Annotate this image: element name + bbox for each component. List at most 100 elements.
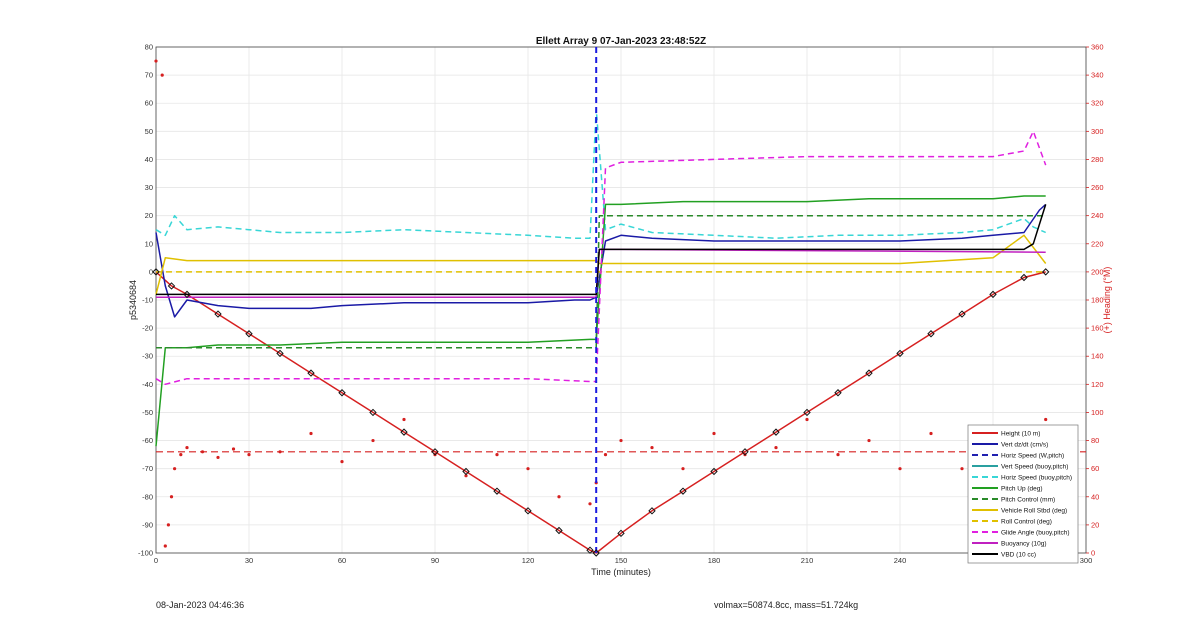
depth-marker (617, 529, 625, 538)
legend-entry-label: VBD (10 cc) (1001, 551, 1036, 558)
heading-point (774, 445, 778, 450)
heading-point (371, 438, 375, 443)
right-y-tick-label: 80 (1091, 436, 1099, 445)
x-tick-label: 0 (154, 556, 158, 565)
right-y-tick-label: 20 (1091, 520, 1099, 529)
depth-marker (834, 389, 842, 397)
heading-point (557, 495, 561, 499)
footer-vol-mass: volmax=50874.8cc, mass=51.724kg (714, 600, 859, 610)
heading-point (179, 453, 183, 457)
right-y-tick-label: 160 (1091, 324, 1104, 333)
series-line-1 (155, 203, 1047, 318)
x-tick-label: 210 (801, 556, 814, 565)
y-tick-label: -100 (138, 549, 153, 558)
heading-point (231, 447, 236, 451)
depth-marker (524, 507, 532, 515)
x-tick-label: 240 (894, 556, 907, 565)
right-y-tick-label: 340 (1091, 71, 1104, 80)
series-line-6 (156, 214, 1046, 349)
depth-marker (369, 408, 377, 417)
y-tick-label: 20 (145, 211, 153, 220)
legend-entry-label: Roll Control (deg) (1001, 518, 1052, 525)
bottom-axis-ticks: 0306090120150180210240270300 (154, 556, 1092, 565)
heading-point (1044, 417, 1048, 422)
legend-entry-label: Vehicle Roll Stbd (deg) (1001, 507, 1067, 514)
depth-marker (927, 330, 935, 338)
series-line-9 (155, 130, 1047, 386)
chart-title: Ellett Array 9 07-Jan-2023 23:48:52Z (536, 36, 706, 47)
heading-point (681, 467, 685, 471)
depth-marker (1020, 273, 1028, 282)
heading-point (836, 453, 840, 457)
y-tick-label: -20 (142, 324, 153, 333)
depth-marker (462, 467, 470, 476)
series-layer (154, 47, 1086, 554)
x-tick-label: 90 (431, 556, 439, 565)
heading-point (200, 450, 205, 454)
y-tick-label: 30 (145, 183, 153, 192)
depth-marker (183, 290, 191, 299)
y-axis-label: p5340684 (128, 280, 138, 320)
right-y-tick-label: 180 (1091, 296, 1104, 305)
y-tick-label: -10 (142, 296, 153, 305)
y-tick-label: -60 (142, 436, 153, 445)
heading-point (898, 467, 902, 471)
x-axis-label: Time (minutes) (591, 567, 651, 577)
depth-marker (803, 408, 811, 417)
series-line-11 (156, 204, 1047, 296)
heading-point (154, 59, 158, 63)
depth-marker (431, 448, 439, 456)
series-line-0 (155, 271, 1046, 554)
y-tick-label: 60 (145, 99, 153, 108)
y-tick-label: -50 (142, 408, 153, 417)
right-y-tick-label: 220 (1091, 239, 1104, 248)
heading-point (712, 431, 716, 436)
y-tick-label: 40 (145, 155, 153, 164)
x-tick-label: 150 (615, 556, 628, 565)
y-tick-label: 50 (145, 127, 153, 136)
legend-box (967, 424, 1079, 564)
right-y-tick-label: 300 (1091, 127, 1104, 136)
y-tick-label: -70 (142, 464, 153, 473)
depth-marker (679, 487, 687, 495)
heading-point (402, 417, 406, 422)
heading-point (166, 523, 170, 527)
y-tick-label: -80 (142, 492, 153, 501)
x-tick-label: 120 (522, 556, 535, 565)
heading-point (340, 460, 344, 464)
right-axis-ticks: 0 20 40 60 80 100 120 140 160 180 200 220 240 260 280 3… (1086, 43, 1104, 558)
depth-marker (214, 310, 222, 318)
heading-point (619, 438, 623, 443)
left-axis-ticks: -100-90-80-70-60-50-40-30-20-10010203040… (138, 43, 153, 558)
right-y-tick-label: 40 (1091, 492, 1099, 501)
right-y-tick-label: 260 (1091, 183, 1104, 192)
heading-point (464, 474, 468, 478)
depth-marker (555, 526, 563, 535)
heading-point (867, 438, 871, 443)
right-y-tick-label: 0 (1091, 549, 1095, 558)
series-line-5 (155, 195, 1046, 447)
depth-marker (710, 467, 718, 476)
y-tick-label: -30 (142, 352, 153, 361)
right-y-tick-label: 120 (1091, 380, 1104, 389)
depth-marker (741, 448, 749, 456)
right-y-tick-label: 320 (1091, 99, 1104, 108)
y-tick-label: 0 (149, 267, 153, 276)
legend-entry-label: Horiz Speed (W,pitch) (1001, 452, 1064, 459)
heading-point (160, 73, 164, 77)
y-tick-label: 10 (145, 239, 153, 248)
depth-marker (167, 282, 176, 290)
depth-marker (896, 349, 904, 358)
depth-marker (307, 369, 315, 377)
y-tick-label: -90 (142, 520, 153, 529)
right-y-tick-label: 100 (1091, 408, 1104, 417)
heading-point (588, 502, 592, 506)
x-tick-label: 30 (245, 556, 253, 565)
heading-point (216, 455, 220, 460)
legend-entry-label: Vert dz/dt (cm/s) (1001, 441, 1048, 448)
legend-entry-label: Pitch Control (mm) (1001, 496, 1055, 503)
heading-point (163, 544, 167, 548)
legend-entry-label: Height (10 m) (1001, 430, 1040, 437)
right-y-tick-label: 280 (1091, 155, 1104, 164)
